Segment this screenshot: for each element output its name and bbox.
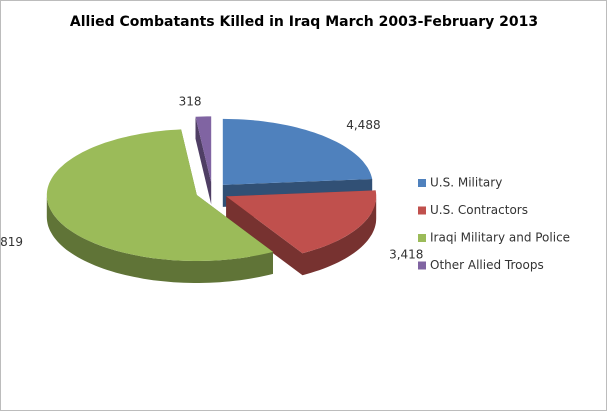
legend-swatch [418, 261, 426, 270]
legend-label: Iraqi Military and Police [430, 231, 570, 245]
slice [222, 118, 373, 185]
slice [46, 129, 273, 283]
data-label: 318 [179, 95, 202, 109]
chart-title: Allied Combatants Killed in Iraq March 2… [70, 14, 538, 30]
slice [46, 129, 273, 261]
slice [195, 116, 212, 205]
data-label: 3,418 [389, 248, 423, 262]
slice [195, 116, 212, 183]
slice [226, 190, 377, 276]
legend-label: U.S. Contractors [430, 203, 528, 217]
slice-face [195, 116, 212, 205]
legend-swatch [418, 179, 426, 187]
legend-swatch [418, 206, 426, 215]
slice [226, 190, 377, 254]
slice-face [226, 196, 303, 276]
slice-side [46, 195, 273, 283]
data-label: 10,819 [0, 235, 23, 249]
data-label: 4,488 [346, 118, 380, 132]
legend-label: Other Allied Troops [430, 258, 544, 272]
legend-swatch [418, 234, 426, 242]
legend-label: U.S. Military [430, 176, 502, 190]
slice-side [302, 196, 377, 276]
